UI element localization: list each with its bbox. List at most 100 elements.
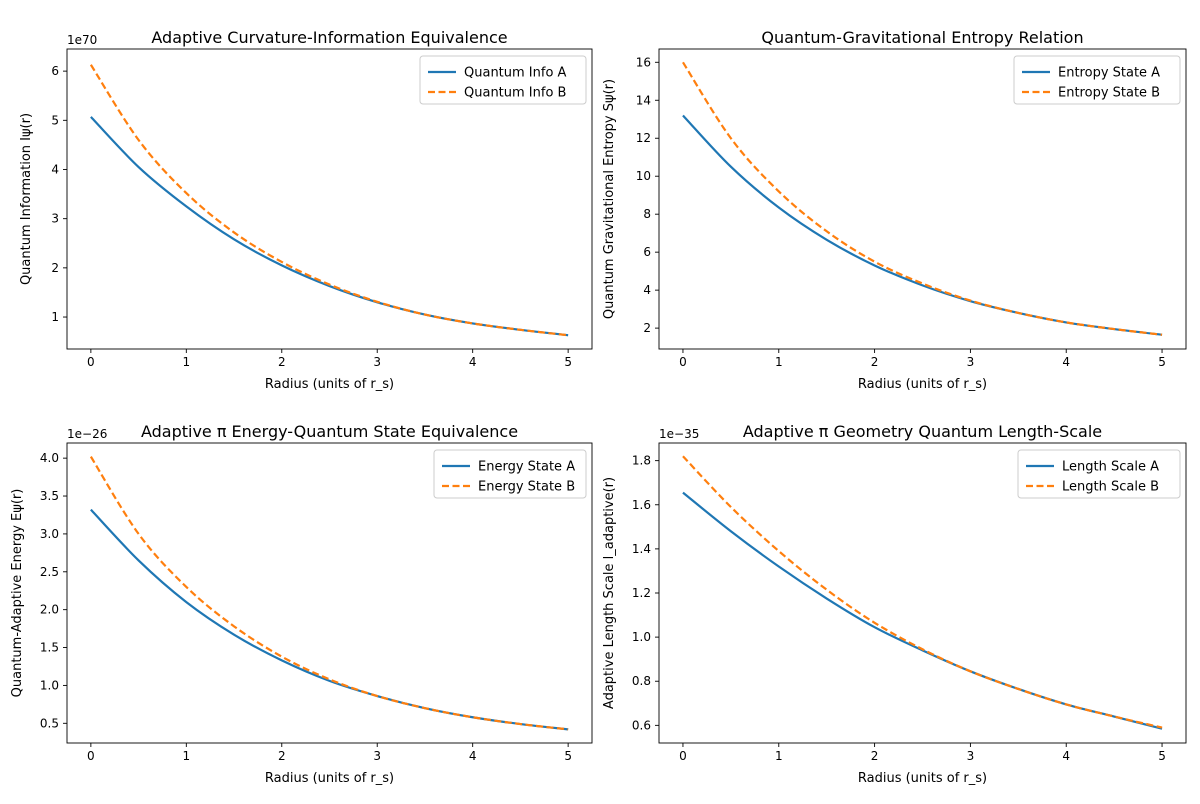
- y-tick-label: 4: [51, 162, 59, 176]
- subplot-1: Adaptive Curvature-Information Equivalen…: [19, 28, 593, 392]
- series-line-2: [682, 455, 1163, 729]
- legend-box: [419, 55, 587, 105]
- y-tick-label: 3.5: [40, 489, 59, 503]
- x-axis-label: Radius (units of r_s): [265, 771, 394, 786]
- x-tick-label: 5: [1158, 355, 1166, 369]
- series-line-1: [682, 491, 1163, 730]
- x-tick-label: 4: [1062, 749, 1070, 763]
- x-tick-label: 3: [373, 749, 381, 763]
- x-axis-label: Radius (units of r_s): [858, 771, 987, 786]
- subplot-4: Adaptive π Geometry Quantum Length-Scale…: [602, 422, 1187, 786]
- subplot-3: Adaptive π Energy-Quantum State Equivale…: [10, 422, 593, 786]
- x-tick-label: 0: [87, 355, 95, 369]
- legend-label: Length Scale B: [1062, 480, 1159, 495]
- y-tick-label: 16: [636, 55, 651, 69]
- x-tick-label: 3: [967, 749, 975, 763]
- y-offset-label: 1e−35: [659, 427, 699, 441]
- legend-label: Entropy State A: [1058, 66, 1160, 81]
- y-tick-label: 6: [643, 245, 651, 259]
- y-axis-label: Quantum-Adaptive Energy Eψ(r): [10, 489, 25, 698]
- axes-frame: [66, 442, 593, 744]
- x-tick-label: 1: [775, 749, 783, 763]
- subplot-2: Quantum-Gravitational Entropy Relation 0 1…: [602, 28, 1187, 392]
- legend: Energy State A Energy State B: [433, 449, 587, 499]
- y-tick-label: 1.0: [40, 678, 59, 692]
- x-axis-label: Radius (units of r_s): [858, 377, 987, 392]
- series-line-1: [90, 508, 569, 731]
- legend-label: Energy State B: [478, 480, 575, 495]
- legend: Quantum Info A Quantum Info B: [419, 55, 587, 105]
- x-tick-label: 0: [679, 749, 687, 763]
- y-tick-label: 1.8: [632, 454, 651, 468]
- y-tick-label: 10: [636, 169, 651, 183]
- legend-label: Quantum Info A: [464, 66, 567, 81]
- y-tick-label: 1.6: [632, 498, 651, 512]
- x-tick-label: 3: [967, 355, 975, 369]
- series-line-2: [89, 64, 569, 337]
- y-axis-label: Quantum Gravitational Entropy Sψ(r): [602, 79, 617, 319]
- x-tick-label: 2: [278, 749, 286, 763]
- legend-label: Entropy State B: [1058, 86, 1160, 101]
- y-tick-label: 0.5: [40, 716, 59, 730]
- legend: Length Scale A Length Scale B: [1017, 449, 1181, 499]
- series-line-1: [90, 116, 569, 337]
- y-tick-label: 0.6: [632, 718, 651, 732]
- legend: Entropy State A Entropy State B: [1013, 55, 1181, 105]
- x-tick-label: 0: [87, 749, 95, 763]
- series-line-1: [682, 114, 1163, 336]
- axes-frame: [658, 48, 1187, 350]
- legend-box: [1013, 55, 1181, 105]
- y-tick-label: 14: [636, 93, 651, 107]
- y-tick-label: 6: [51, 64, 59, 78]
- x-tick-label: 1: [182, 355, 190, 369]
- legend-box: [433, 449, 587, 499]
- y-tick-label: 1.4: [632, 542, 651, 556]
- series-line-2: [682, 61, 1163, 336]
- x-axis-label: Radius (units of r_s): [265, 377, 394, 392]
- x-tick-label: 1: [182, 749, 190, 763]
- y-tick-label: 1.5: [40, 641, 59, 655]
- legend-label: Quantum Info B: [464, 86, 566, 101]
- y-tick-label: 3.0: [40, 527, 59, 541]
- chart-title: Adaptive Curvature-Information Equivalen…: [151, 28, 507, 47]
- y-tick-label: 5: [51, 113, 59, 127]
- x-tick-label: 1: [775, 355, 783, 369]
- x-tick-label: 4: [469, 749, 477, 763]
- y-tick-label: 1: [51, 310, 59, 324]
- chart-title: Adaptive π Geometry Quantum Length-Scale: [743, 422, 1102, 441]
- x-tick-label: 4: [1062, 355, 1070, 369]
- x-tick-label: 2: [871, 355, 879, 369]
- x-tick-label: 2: [278, 355, 286, 369]
- y-tick-label: 2: [51, 261, 59, 275]
- series-line-2: [89, 456, 569, 731]
- x-tick-label: 5: [564, 749, 572, 763]
- y-tick-label: 3: [51, 212, 59, 226]
- y-tick-label: 12: [636, 131, 651, 145]
- y-tick-label: 1.2: [632, 586, 651, 600]
- x-tick-label: 5: [1158, 749, 1166, 763]
- legend-label: Length Scale A: [1062, 460, 1159, 475]
- chart-title: Adaptive π Energy-Quantum State Equivale…: [141, 422, 518, 441]
- y-tick-label: 2.0: [40, 603, 59, 617]
- y-axis-label: Quantum Information Iψ(r): [19, 113, 34, 285]
- y-tick-label: 0.8: [632, 674, 651, 688]
- axes-frame: [66, 48, 593, 350]
- y-axis-label: Adaptive Length Scale l_adaptive(r): [602, 477, 617, 709]
- x-tick-label: 4: [469, 355, 477, 369]
- y-tick-label: 1.0: [632, 630, 651, 644]
- y-tick-label: 4.0: [40, 451, 59, 465]
- x-tick-label: 5: [564, 355, 572, 369]
- x-tick-label: 3: [373, 355, 381, 369]
- legend-label: Energy State A: [478, 460, 575, 475]
- y-tick-label: 4: [643, 283, 651, 297]
- chart-title: Quantum-Gravitational Entropy Relation: [761, 28, 1083, 47]
- legend-box: [1017, 449, 1181, 499]
- y-offset-label: 1e70: [67, 33, 97, 47]
- y-tick-label: 8: [643, 207, 651, 221]
- x-tick-label: 2: [871, 749, 879, 763]
- y-offset-label: 1e−26: [67, 427, 107, 441]
- y-tick-label: 2.5: [40, 565, 59, 579]
- y-tick-label: 2: [643, 321, 651, 335]
